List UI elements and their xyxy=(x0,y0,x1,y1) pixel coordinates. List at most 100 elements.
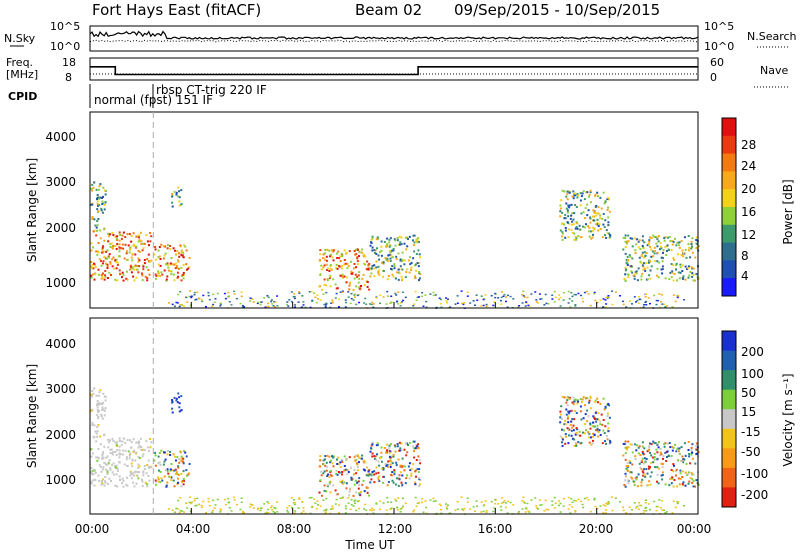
velocity-cell xyxy=(588,401,590,404)
velocity-cell xyxy=(317,504,319,506)
power-cell xyxy=(692,273,695,276)
velocity-cell xyxy=(656,443,659,446)
velocity-cell xyxy=(286,509,289,512)
velocity-cell xyxy=(585,429,587,432)
velocity-cell xyxy=(322,472,325,475)
velocity-cell xyxy=(439,509,442,511)
power-cell xyxy=(636,299,639,302)
velocity-cell xyxy=(132,481,135,484)
power-cell xyxy=(576,196,579,199)
power-cell xyxy=(570,214,573,217)
velocity-cell xyxy=(631,451,634,454)
power-cell xyxy=(687,243,690,245)
velocity-cell xyxy=(494,502,497,505)
velocity-cell xyxy=(293,501,296,504)
velocity-cell xyxy=(679,469,682,472)
velocity-cell xyxy=(393,469,396,472)
velocity-cell xyxy=(662,455,665,458)
power-cell xyxy=(122,273,125,276)
power-cell xyxy=(380,254,383,257)
power-cell xyxy=(219,302,222,304)
velocity-cell xyxy=(90,467,93,470)
power-cell xyxy=(98,185,101,188)
velocity-cell xyxy=(670,482,673,485)
velocity-cell xyxy=(112,440,115,442)
power-cell xyxy=(367,268,370,271)
velocity-cell xyxy=(656,451,659,454)
velocity-cell xyxy=(438,503,441,505)
power-cell xyxy=(331,299,334,301)
velocity-cell xyxy=(126,439,129,442)
power-cell xyxy=(691,245,694,248)
velocity-cell xyxy=(671,446,674,448)
velocity-cell xyxy=(171,509,174,512)
velocity-cell xyxy=(386,443,389,446)
freq-tick-high: 18 xyxy=(62,56,76,69)
power-cell xyxy=(689,271,692,273)
velocity-cell xyxy=(658,499,661,501)
power-cell xyxy=(391,265,394,268)
velocity-cell xyxy=(185,469,188,472)
velocity-cell xyxy=(106,483,109,485)
velocity-cell xyxy=(406,474,409,477)
velocity-cell xyxy=(574,511,577,513)
power-cell xyxy=(624,279,627,282)
velocity-cell xyxy=(684,454,687,457)
power-cell xyxy=(137,250,140,252)
velocity-cell xyxy=(370,509,373,512)
velocity-cell xyxy=(334,489,337,492)
velocity-cell xyxy=(563,396,566,399)
velocity-cell xyxy=(122,485,125,488)
velocity-cell xyxy=(122,453,125,456)
velocity-cell xyxy=(336,493,339,496)
power-cell xyxy=(604,306,607,308)
velocity-cell xyxy=(649,442,651,445)
power-cell xyxy=(564,217,567,220)
velocity-cell xyxy=(410,467,413,470)
power-cell xyxy=(670,249,673,251)
power-cell xyxy=(582,211,585,214)
velocity-cell xyxy=(362,479,365,482)
power-cell xyxy=(228,301,231,303)
power-cell xyxy=(98,273,100,276)
power-cell xyxy=(445,297,447,299)
velocity-cell xyxy=(604,406,607,409)
velocity-cell xyxy=(635,449,638,452)
power-cell xyxy=(560,199,563,202)
velocity-cell xyxy=(143,448,146,451)
power-cell xyxy=(141,242,144,245)
velocity-cell xyxy=(392,455,395,458)
power-cell xyxy=(577,194,579,197)
power-cell xyxy=(589,201,592,204)
velocity-cell xyxy=(650,461,653,464)
velocity-cell xyxy=(673,464,675,467)
velocity-cell xyxy=(609,441,612,444)
velocity-cell xyxy=(370,478,373,481)
power-cell xyxy=(622,248,625,251)
power-cell xyxy=(102,245,105,248)
velocity-cell xyxy=(96,404,98,407)
velocity-cell xyxy=(566,417,569,420)
velocity-cell xyxy=(387,460,390,463)
velocity-cell xyxy=(624,472,627,475)
power-cell xyxy=(362,262,365,265)
power-cell xyxy=(314,296,317,298)
power-cell xyxy=(348,250,351,253)
velocity-cell xyxy=(350,498,353,501)
velocity-cell xyxy=(637,452,640,455)
velocity-cell xyxy=(386,465,389,468)
power-cell xyxy=(194,299,197,301)
velocity-cell xyxy=(400,442,403,445)
velocity-cell xyxy=(670,469,673,471)
velocity-cell xyxy=(597,435,600,438)
power-cell xyxy=(661,268,664,270)
power-cell xyxy=(395,301,398,303)
velocity-cell xyxy=(561,444,564,447)
power-cell xyxy=(632,274,635,277)
velocity-cell xyxy=(689,477,692,479)
power-cell xyxy=(625,306,628,308)
power-cell xyxy=(573,238,576,241)
power-cell xyxy=(466,295,469,297)
power-cell xyxy=(91,218,94,220)
velocity-cell xyxy=(563,429,565,432)
